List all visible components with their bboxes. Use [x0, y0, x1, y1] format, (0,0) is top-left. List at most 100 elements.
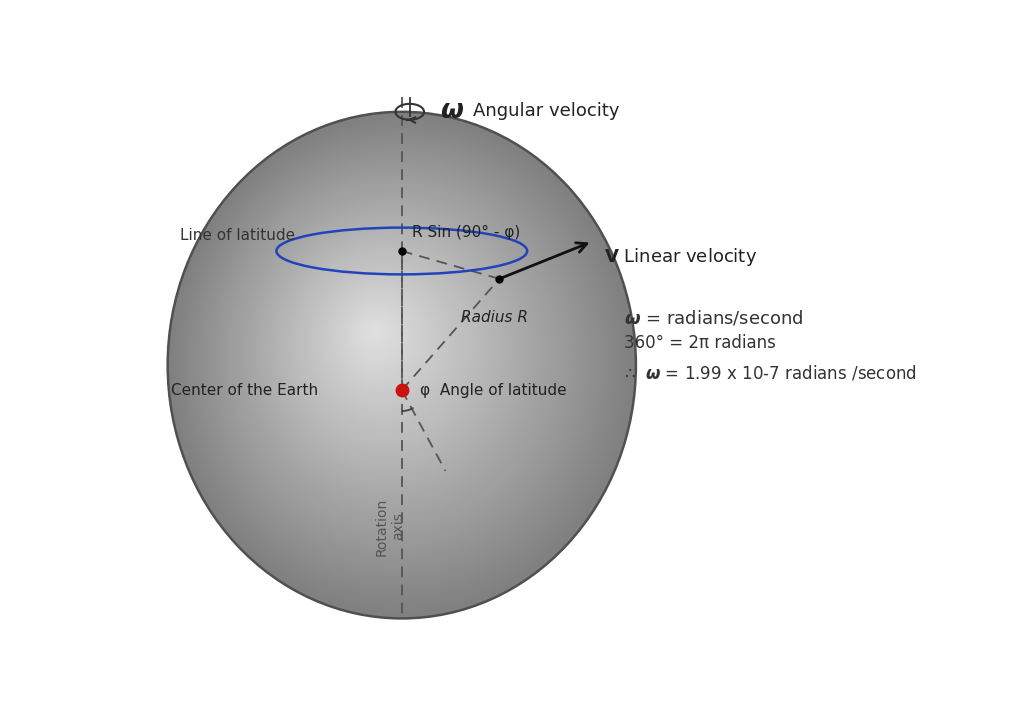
Ellipse shape: [339, 294, 419, 380]
Ellipse shape: [306, 259, 461, 427]
Ellipse shape: [318, 273, 444, 409]
Ellipse shape: [341, 296, 416, 377]
Ellipse shape: [215, 163, 575, 552]
Text: $\boldsymbol{\omega}$: $\boldsymbol{\omega}$: [440, 98, 464, 124]
Ellipse shape: [273, 224, 503, 472]
Ellipse shape: [213, 161, 579, 555]
Ellipse shape: [199, 145, 597, 576]
Ellipse shape: [227, 176, 560, 535]
Ellipse shape: [278, 228, 497, 466]
Ellipse shape: [211, 158, 581, 558]
Ellipse shape: [308, 261, 458, 424]
Ellipse shape: [270, 222, 505, 475]
Ellipse shape: [325, 279, 437, 401]
Ellipse shape: [275, 226, 500, 469]
Ellipse shape: [240, 189, 544, 518]
Ellipse shape: [233, 182, 552, 526]
Text: ∴  $\boldsymbol{\omega}$ = 1.99 x 10-7 radians /second: ∴ $\boldsymbol{\omega}$ = 1.99 x 10-7 ra…: [624, 364, 916, 383]
Ellipse shape: [186, 132, 612, 593]
Ellipse shape: [321, 275, 442, 406]
Ellipse shape: [290, 241, 481, 449]
Ellipse shape: [337, 292, 421, 383]
Text: 360° = 2π radians: 360° = 2π radians: [624, 334, 776, 352]
Ellipse shape: [203, 149, 592, 570]
Ellipse shape: [205, 151, 589, 567]
Ellipse shape: [282, 233, 492, 461]
Ellipse shape: [345, 301, 411, 372]
Ellipse shape: [242, 191, 542, 515]
Ellipse shape: [172, 116, 631, 612]
Ellipse shape: [170, 114, 633, 615]
Text: $\boldsymbol{\omega}$ = radians/second: $\boldsymbol{\omega}$ = radians/second: [624, 308, 804, 328]
Ellipse shape: [260, 211, 518, 489]
Text: Center of the Earth: Center of the Earth: [171, 382, 318, 398]
Ellipse shape: [193, 138, 604, 584]
Ellipse shape: [201, 147, 594, 573]
Ellipse shape: [217, 165, 573, 549]
Ellipse shape: [209, 155, 584, 561]
Ellipse shape: [349, 305, 406, 366]
Ellipse shape: [231, 180, 555, 529]
Ellipse shape: [248, 197, 534, 507]
Text: Rotation
axis: Rotation axis: [374, 497, 406, 556]
Ellipse shape: [353, 309, 400, 360]
Ellipse shape: [264, 215, 513, 484]
Ellipse shape: [294, 246, 476, 443]
Ellipse shape: [296, 248, 473, 440]
Ellipse shape: [225, 174, 562, 538]
Ellipse shape: [368, 325, 382, 341]
Ellipse shape: [252, 202, 528, 501]
Ellipse shape: [347, 303, 408, 369]
Ellipse shape: [197, 142, 599, 578]
Ellipse shape: [316, 270, 447, 412]
Text: Angular velocity: Angular velocity: [473, 102, 620, 120]
Ellipse shape: [357, 314, 395, 355]
Ellipse shape: [244, 193, 539, 513]
Ellipse shape: [229, 178, 557, 532]
Ellipse shape: [246, 195, 537, 510]
Ellipse shape: [323, 277, 439, 403]
Ellipse shape: [304, 257, 463, 429]
Ellipse shape: [188, 134, 609, 590]
Ellipse shape: [254, 204, 526, 498]
Ellipse shape: [351, 307, 402, 363]
Ellipse shape: [284, 235, 489, 458]
Ellipse shape: [300, 252, 468, 435]
Ellipse shape: [238, 187, 547, 521]
Ellipse shape: [329, 283, 432, 395]
Text: Line of latitude: Line of latitude: [179, 228, 295, 244]
Ellipse shape: [288, 239, 484, 452]
Ellipse shape: [333, 288, 426, 389]
Ellipse shape: [178, 123, 623, 604]
Ellipse shape: [359, 317, 392, 352]
Ellipse shape: [361, 319, 390, 349]
Ellipse shape: [258, 208, 520, 492]
Ellipse shape: [207, 153, 586, 564]
Ellipse shape: [286, 237, 486, 455]
Ellipse shape: [182, 127, 617, 599]
Ellipse shape: [174, 119, 628, 609]
Text: $\mathbf{V}$ Linear velocity: $\mathbf{V}$ Linear velocity: [604, 246, 757, 268]
Text: φ  Angle of latitude: φ Angle of latitude: [420, 382, 566, 398]
Ellipse shape: [190, 136, 607, 587]
Ellipse shape: [292, 244, 479, 446]
Ellipse shape: [310, 264, 456, 421]
Ellipse shape: [176, 121, 626, 607]
Ellipse shape: [266, 218, 510, 481]
Ellipse shape: [268, 220, 508, 478]
Ellipse shape: [312, 266, 453, 418]
Ellipse shape: [195, 140, 602, 581]
Ellipse shape: [262, 213, 515, 487]
Ellipse shape: [219, 167, 570, 547]
Ellipse shape: [236, 184, 550, 523]
Ellipse shape: [302, 254, 466, 432]
Ellipse shape: [314, 268, 450, 415]
Ellipse shape: [364, 321, 387, 346]
Ellipse shape: [355, 312, 397, 357]
Text: Radius R: Radius R: [461, 310, 528, 325]
Ellipse shape: [372, 330, 377, 335]
Ellipse shape: [180, 125, 621, 602]
Ellipse shape: [366, 323, 384, 343]
Ellipse shape: [327, 281, 434, 398]
Ellipse shape: [184, 129, 615, 596]
